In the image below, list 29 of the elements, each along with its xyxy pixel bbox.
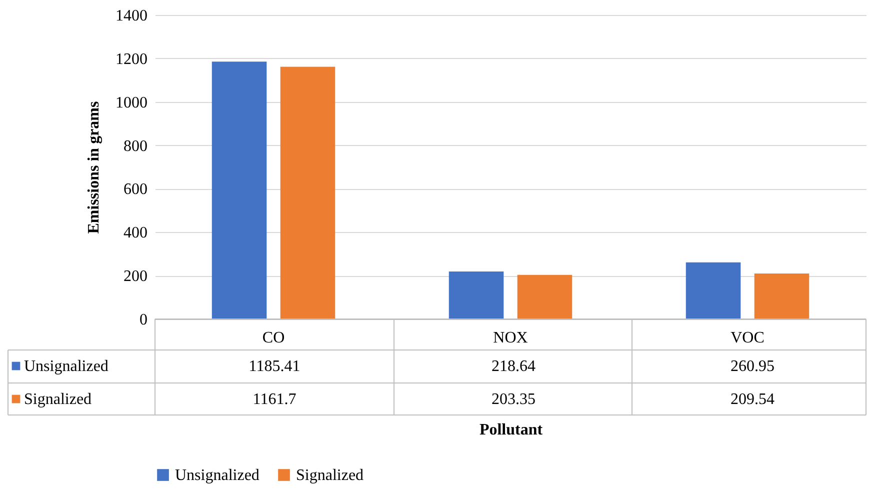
bar [517, 274, 572, 319]
data-label: 1185.41 [248, 358, 300, 375]
data-label: 260.95 [730, 358, 774, 375]
legend-label: Signalized [296, 467, 364, 484]
text: Unsignalized [175, 467, 260, 484]
y-tick-label: 0 [140, 312, 148, 328]
data-label: 218.64 [492, 358, 536, 375]
y-tick-label: 1000 [116, 94, 148, 112]
y-tick-label: 600 [124, 181, 148, 198]
bar [212, 62, 267, 319]
bar [754, 274, 810, 319]
data-label: 203.35 [492, 391, 536, 408]
y-tick-label: 1200 [116, 50, 148, 68]
y-tick-label: 1400 [116, 8, 148, 24]
y-axis-title: Emissions in grams [86, 101, 102, 234]
bar [448, 272, 504, 319]
y-tick-label: 200 [124, 268, 148, 286]
bar [686, 262, 741, 319]
bar [280, 66, 336, 319]
x-tick-label: VOC [730, 330, 764, 346]
x-axis-title: Pollutant [479, 422, 544, 438]
y-tick-label: 400 [124, 224, 148, 242]
y-tick-label: 800 [124, 138, 148, 155]
text: Signalized [24, 391, 92, 408]
legend-label: Unsignalized [24, 358, 108, 375]
data-label: 1161.7 [252, 391, 296, 408]
x-tick-label: NOX [493, 330, 528, 346]
x-tick-label: CO [262, 330, 285, 346]
data-label: 209.54 [730, 391, 774, 408]
